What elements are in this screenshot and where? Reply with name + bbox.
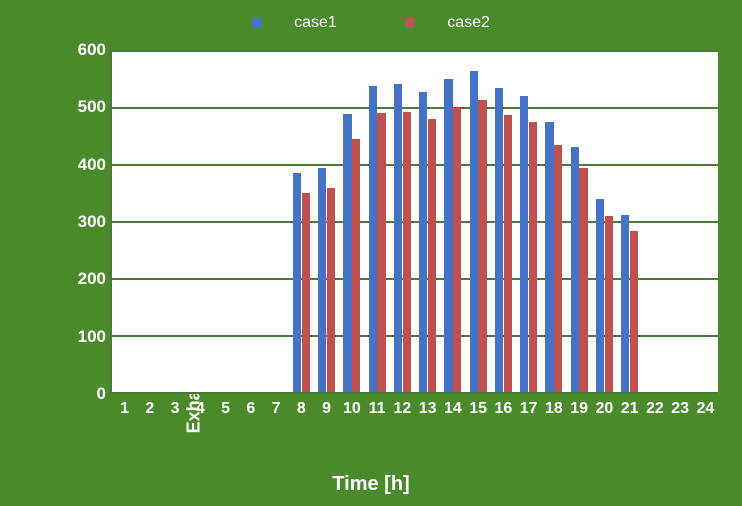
legend-label-case1: case1 (294, 14, 337, 32)
bar-case1 (596, 199, 604, 392)
x-tick-label: 7 (272, 400, 281, 418)
bar-case1 (470, 71, 478, 392)
x-tick-label: 19 (570, 400, 588, 418)
x-tick-label: 6 (246, 400, 255, 418)
bar-case2 (403, 112, 411, 392)
bar-case1 (571, 147, 579, 392)
x-tick-label: 9 (322, 400, 331, 418)
bar-case2 (579, 168, 587, 392)
x-tick-label: 3 (171, 400, 180, 418)
bar-case2 (453, 108, 461, 392)
x-tick-label: 12 (393, 400, 411, 418)
x-axis-label: Time [h] (332, 473, 409, 496)
x-tick-label: 11 (369, 400, 386, 418)
x-tick-label: 5 (221, 400, 230, 418)
bar-case1 (495, 88, 503, 392)
x-tick-label: 1 (120, 400, 129, 418)
bar-case1 (369, 86, 377, 392)
bar-case1 (621, 215, 629, 392)
bar-case2 (377, 113, 385, 392)
bar-case1 (394, 84, 402, 392)
y-tick-label: 400 (72, 155, 106, 175)
x-tick-label: 17 (520, 400, 538, 418)
x-tick-label: 16 (494, 400, 512, 418)
legend-item-case2: case2 (389, 14, 506, 32)
x-tick-label: 18 (545, 400, 563, 418)
y-tick-label: 500 (72, 97, 106, 117)
bar-case1 (343, 114, 351, 392)
bar-case2 (302, 193, 310, 393)
bar-case2 (504, 115, 512, 392)
legend: case1 case2 (0, 14, 742, 32)
x-tick-label: 2 (145, 400, 154, 418)
bar-case1 (520, 96, 528, 392)
bar-case2 (428, 119, 436, 392)
x-tick-label: 14 (444, 400, 462, 418)
legend-item-case1: case1 (236, 14, 353, 32)
plot-background: 123456789101112131415161718192021222324 (110, 50, 718, 394)
legend-swatch-case2 (405, 18, 415, 28)
bar-case2 (327, 188, 335, 392)
legend-label-case2: case2 (447, 14, 490, 32)
bar-case2 (605, 216, 613, 392)
x-tick-label: 13 (419, 400, 437, 418)
x-tick-label: 4 (196, 400, 205, 418)
y-tick-label: 100 (72, 327, 106, 347)
x-tick-label: 8 (297, 400, 306, 418)
bar-case2 (529, 122, 537, 392)
y-tick-label: 600 (72, 40, 106, 60)
bar-case1 (293, 173, 301, 392)
bar-case2 (554, 145, 562, 392)
y-tick-label: 300 (72, 212, 106, 232)
x-tick-label: 10 (343, 400, 361, 418)
x-tick-label: 22 (646, 400, 664, 418)
bar-case1 (318, 168, 326, 392)
x-tick-label: 15 (469, 400, 487, 418)
x-tick-label: 24 (696, 400, 714, 418)
bars-container (112, 50, 718, 392)
y-tick-label: 200 (72, 269, 106, 289)
bar-case1 (444, 79, 452, 392)
y-tick-label: 0 (72, 384, 106, 404)
bar-case2 (478, 100, 486, 392)
bar-case2 (630, 231, 638, 392)
bar-case1 (419, 92, 427, 392)
plot-area: 0100200300400500600 12345678910111213141… (72, 50, 718, 420)
x-tick-label: 23 (671, 400, 689, 418)
legend-swatch-case1 (252, 18, 262, 28)
x-tick-label: 20 (595, 400, 613, 418)
bar-case1 (545, 122, 553, 392)
x-tick-label: 21 (621, 400, 639, 418)
bar-case2 (352, 139, 360, 392)
